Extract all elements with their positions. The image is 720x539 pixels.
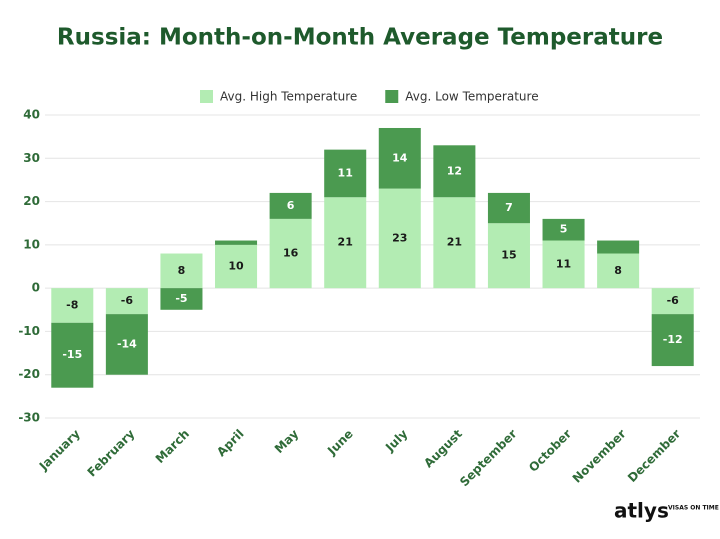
bar-segment [324,197,367,289]
bar-segment [542,218,585,241]
data-label: 12 [447,164,462,177]
bar-segment [378,127,421,189]
x-tick-label: May [272,427,301,456]
x-tick-label: February [85,427,138,480]
bar-segment [215,240,258,245]
legend-label: Avg. High Temperature [220,90,357,104]
bar-segment [378,188,421,289]
bar-segment [433,145,476,198]
x-tick-label: April [214,427,247,460]
data-label: 15 [501,249,516,262]
bar-segment [105,288,148,315]
data-label: 6 [287,199,295,212]
y-tick-label: 40 [23,108,40,122]
bar-segment [597,253,640,289]
data-label: 8 [614,264,622,277]
logo: atlys [614,499,669,523]
bar-segment [597,240,640,254]
data-label: 16 [283,247,299,260]
legend-swatch [200,90,213,103]
y-tick-label: -10 [18,324,40,338]
data-label: 23 [392,231,407,244]
bar-segment [51,322,94,388]
y-tick-label: -20 [18,367,40,381]
bar-segment [651,314,694,367]
x-tick-label: July [382,427,410,455]
bar-segment [269,218,312,289]
y-tick-label: 0 [32,281,40,295]
bar-segment [160,288,203,310]
data-label: -6 [667,294,680,307]
x-tick-label: June [324,427,356,459]
x-tick-label: December [625,427,683,485]
bar-segment [51,288,94,323]
data-label: -14 [117,337,137,350]
bar-segment [542,240,585,289]
bar-segment [160,253,203,289]
data-label: 10 [228,260,244,273]
bar-segment [651,288,694,315]
data-label: 7 [505,201,513,214]
data-label: 8 [178,264,186,277]
data-label: 11 [556,257,571,270]
data-label: -6 [121,294,134,307]
data-label: 11 [338,166,353,179]
y-tick-label: 30 [23,151,40,165]
bar-segment [105,314,148,375]
bar-segment [324,149,367,198]
data-label: 21 [447,236,462,249]
x-tick-label: September [457,427,520,490]
data-label: -8 [66,298,78,311]
legend-label: Avg. Low Temperature [405,90,538,104]
x-tick-label: March [153,427,192,466]
bar-segment [433,197,476,289]
x-tick-label: October [526,427,574,475]
chart-title: Russia: Month-on-Month Average Temperatu… [57,25,663,51]
bar-segment [269,192,312,219]
x-tick-label: November [570,427,629,486]
x-tick-label: January [36,427,83,474]
logo-tagline: VISAS ON TIME [668,505,719,512]
data-label: 5 [560,223,568,236]
bar-segment [487,223,530,289]
bar-segment [215,244,258,289]
data-label: -15 [62,348,82,361]
x-tick-label: August [421,427,465,471]
bar-segment [487,192,530,224]
data-label: -5 [175,292,187,305]
data-label: 14 [392,151,408,164]
data-label: 21 [338,236,353,249]
y-tick-label: 20 [23,194,40,208]
legend-swatch [385,90,399,103]
y-tick-label: -30 [18,411,40,425]
data-label: -12 [663,333,683,346]
y-tick-label: 10 [23,237,40,251]
